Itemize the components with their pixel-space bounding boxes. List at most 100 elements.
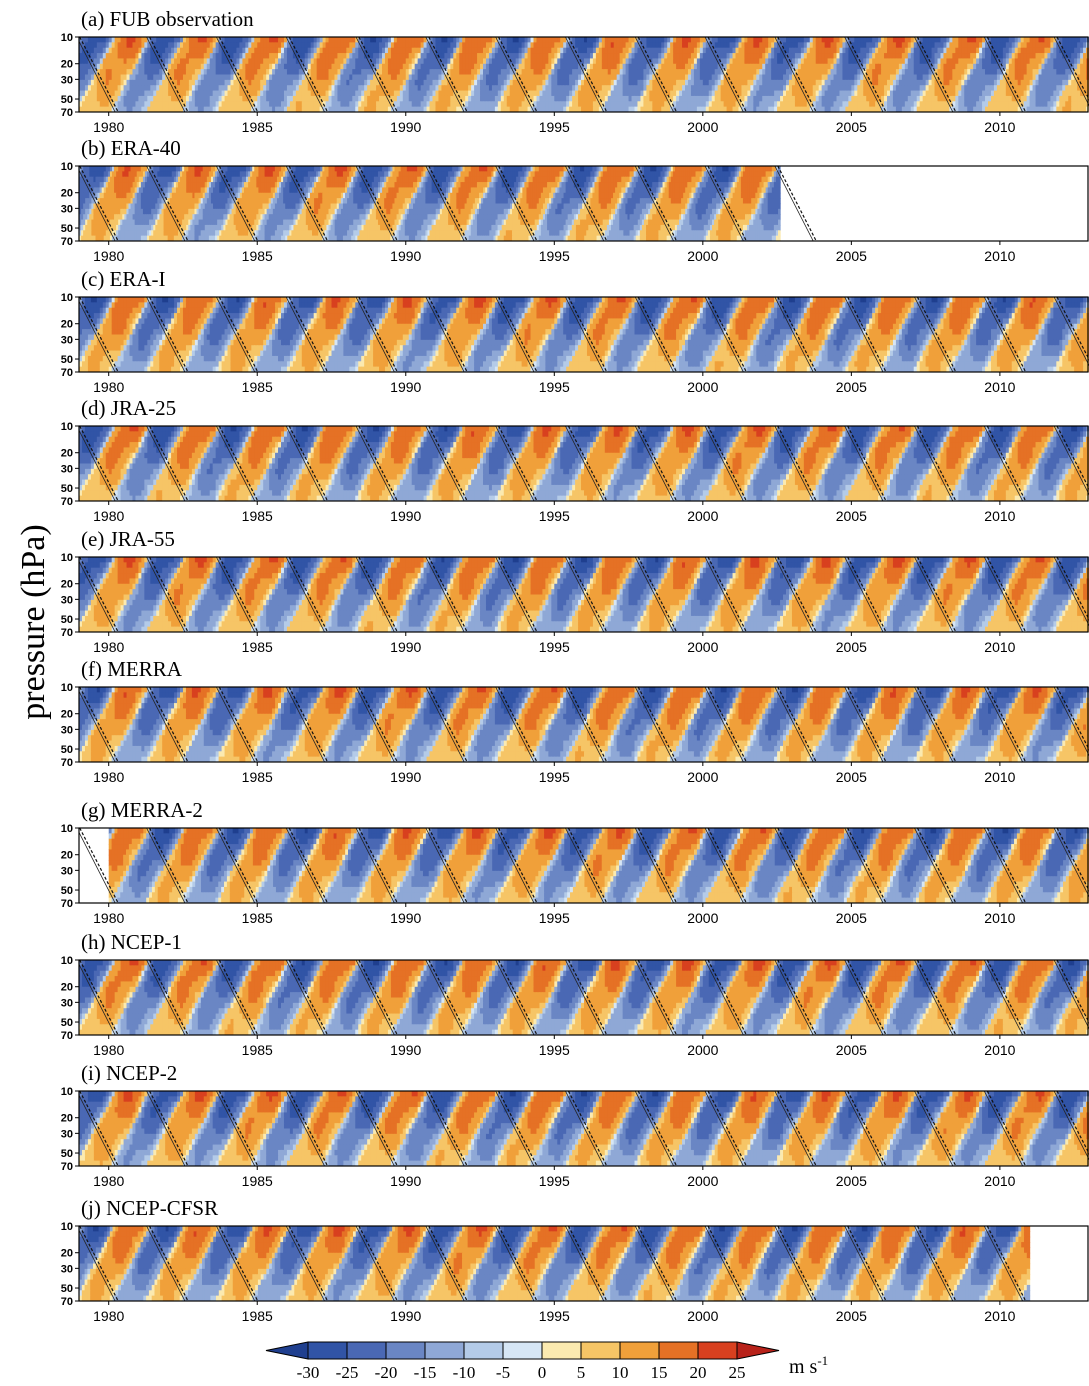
- colorbar-tick-label: 10: [612, 1363, 629, 1382]
- y-tick-label: 70: [61, 1161, 73, 1173]
- x-tick-label: 1995: [539, 1308, 570, 1324]
- contour-line: [218, 297, 259, 372]
- contour-line: [637, 1226, 678, 1301]
- contour-line: [146, 960, 186, 1035]
- panel-frame: [78, 425, 1089, 502]
- colorbar-swatch: [424, 1341, 465, 1360]
- contour-line: [495, 1226, 535, 1301]
- contour-line: [986, 297, 1027, 372]
- x-tick-label: 1990: [390, 379, 421, 395]
- contour-line: [79, 831, 116, 903]
- contour-line: [79, 963, 116, 1035]
- contour-line: [218, 166, 259, 241]
- contour-line: [983, 828, 1024, 903]
- contour-line: [355, 426, 395, 501]
- contour-line: [218, 1091, 259, 1166]
- y-tick-label: 20: [61, 448, 73, 460]
- contour-line: [216, 297, 256, 372]
- contour-line: [216, 828, 256, 903]
- contour-line: [707, 687, 747, 762]
- panel-frame: [78, 1225, 1089, 1302]
- contour-line: [916, 1226, 957, 1301]
- x-tick-label: 2005: [836, 639, 867, 655]
- colorbar-swatch: [307, 1341, 348, 1360]
- y-tick-label: 50: [61, 94, 73, 106]
- contour-line: [983, 557, 1024, 632]
- contour-line: [983, 426, 1024, 501]
- wind-field: [79, 960, 1089, 1035]
- contour-line: [986, 37, 1027, 112]
- x-tick-label: 1980: [93, 1042, 124, 1058]
- wind-field: [79, 297, 1089, 372]
- panel-frame: [78, 1090, 1089, 1167]
- colorbar-swatch: [580, 1341, 621, 1360]
- wind-field: [79, 557, 1089, 632]
- colorbar-swatch: [619, 1341, 660, 1360]
- contour-line: [567, 1226, 608, 1301]
- x-tick-label: 1980: [93, 379, 124, 395]
- contour-line: [637, 426, 678, 501]
- contour-line: [847, 1091, 887, 1166]
- y-tick-label: 20: [61, 188, 73, 200]
- contour-line: [916, 828, 957, 903]
- contour-line: [847, 37, 887, 112]
- x-tick-label: 2010: [984, 119, 1015, 135]
- contour-line: [355, 828, 395, 903]
- y-tick-label: 70: [61, 107, 73, 119]
- contour-line: [704, 960, 744, 1035]
- contour-line: [218, 37, 259, 112]
- contour-line: [704, 37, 744, 112]
- x-tick-label: 1990: [390, 639, 421, 655]
- x-tick-label: 2010: [984, 1308, 1015, 1324]
- x-tick-label: 2005: [836, 248, 867, 264]
- contour-line: [149, 1226, 189, 1301]
- contour-line: [425, 166, 465, 241]
- x-tick-label: 1995: [539, 1173, 570, 1189]
- contour-line: [149, 960, 189, 1035]
- contour-line: [777, 1226, 817, 1301]
- y-tick-label: 50: [61, 483, 73, 495]
- contour-line: [428, 557, 468, 632]
- contour-line: [1053, 426, 1089, 496]
- contour-line: [844, 557, 884, 632]
- contour-line: [637, 687, 678, 762]
- contour-line: [777, 426, 817, 501]
- contour-line: [146, 166, 186, 241]
- contour-line: [774, 1091, 814, 1166]
- y-tick-label: 10: [61, 955, 73, 967]
- contour-line: [634, 557, 674, 632]
- contour-line: [637, 166, 678, 241]
- contour-line: [565, 828, 605, 903]
- contour-line: [146, 828, 186, 903]
- contour-line: [774, 426, 814, 501]
- x-tick-label: 2000: [687, 1173, 718, 1189]
- contour-line: [634, 960, 674, 1035]
- contour-line: [637, 297, 678, 372]
- x-tick-label: 1980: [93, 508, 124, 524]
- contour-line: [565, 1226, 605, 1301]
- wind-field: [79, 1091, 1089, 1166]
- contour-line: [1056, 960, 1089, 1024]
- contour-line: [216, 687, 256, 762]
- y-tick-label: 10: [61, 682, 73, 694]
- y-tick-label: 50: [61, 1017, 73, 1029]
- wind-field: [79, 426, 1089, 501]
- contour-line: [285, 1091, 325, 1166]
- contour-line: [498, 297, 538, 372]
- contour-line: [777, 687, 817, 762]
- contour-line: [425, 828, 465, 903]
- y-tick-label: 50: [61, 223, 73, 235]
- x-tick-label: 2000: [687, 1308, 718, 1324]
- contour-line: [914, 1226, 954, 1301]
- contour-line: [425, 37, 465, 112]
- contour-line: [707, 557, 747, 632]
- contour-line: [218, 828, 259, 903]
- contour-line: [707, 166, 747, 241]
- x-tick-label: 1980: [93, 1173, 124, 1189]
- contour-line: [844, 687, 884, 762]
- contour-line: [285, 828, 325, 903]
